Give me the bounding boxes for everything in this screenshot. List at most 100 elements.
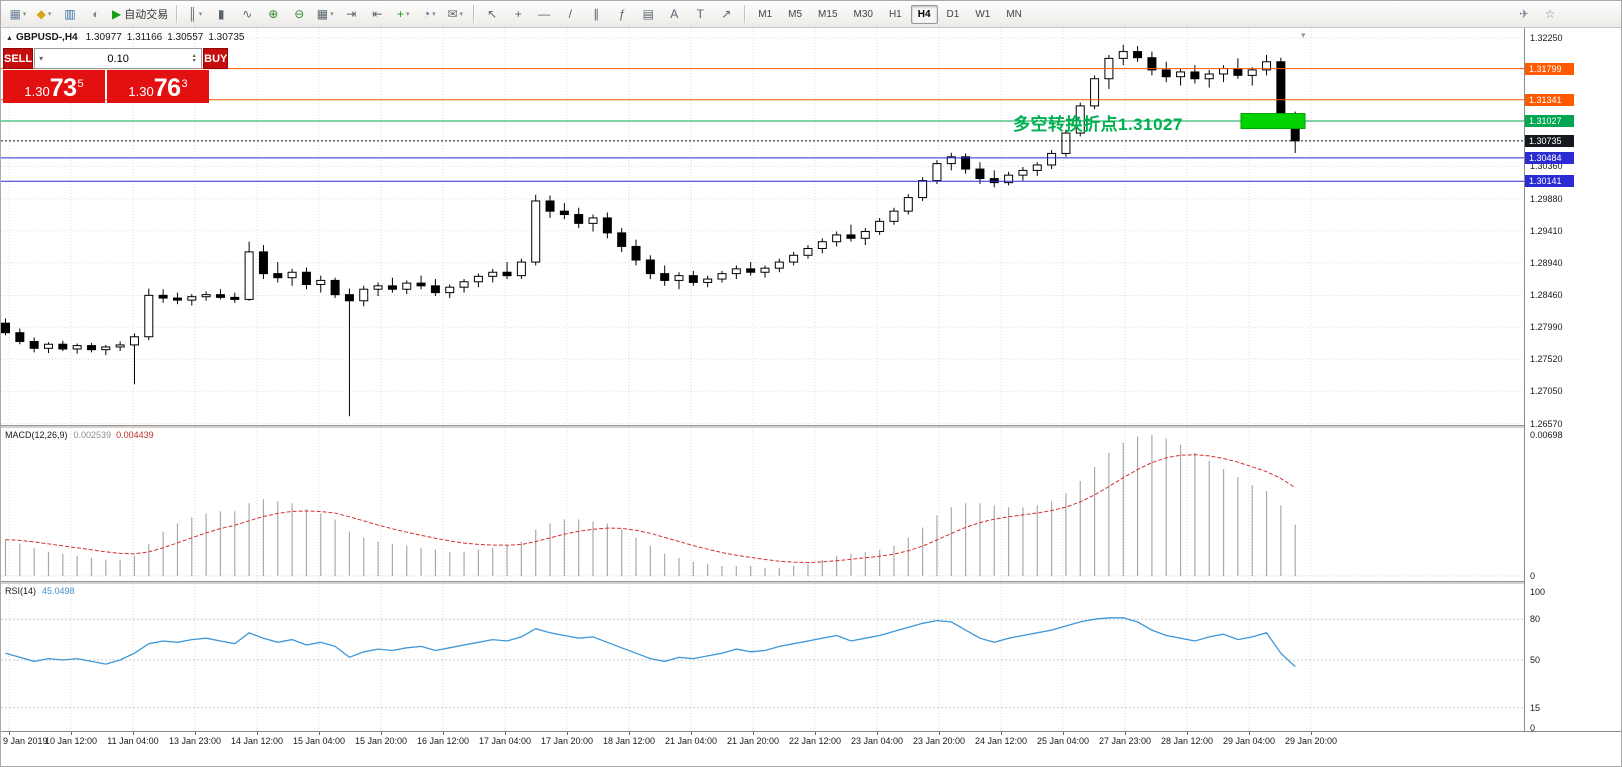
level-lines[interactable] (1, 68, 1524, 182)
buy-price-button[interactable]: 1.30 76 3 (107, 70, 209, 103)
text-icon: A (670, 7, 679, 21)
label-icon: T (696, 7, 704, 21)
channel-icon: ∥ (593, 7, 600, 21)
main-toolbar: ▦ ▾ ◆ ▾ ▥ ◐ ▶ 自动交易 ║ ▾ ▮ ∿ ⊕ ⊖ ▦ ▾ ⇥ ⇤ + ▾ ◔ ▾ ✉ ▾ ↖ + — / ∥ ƒ ▤ A T ↗ M1 M… (1, 1, 1621, 28)
volume-up-icon[interactable]: ▴ (192, 52, 196, 59)
volume-preset-icon[interactable]: ▾ (39, 54, 44, 63)
macd-main-value: 0.002539 (73, 430, 112, 440)
timeframe-d1-button[interactable]: D1 (946, 8, 960, 20)
toolbar-right-group: ✈ ☆ (1511, 4, 1563, 25)
time-axis-label: 24 Jan 12:00 (974, 736, 1028, 746)
send-button[interactable]: ✈ (1511, 4, 1537, 25)
highlight-rect[interactable] (1240, 113, 1306, 130)
time-axis-label: 15 Jan 20:00 (354, 736, 408, 746)
chart-dropdown-icon[interactable]: ▾ (1301, 30, 1306, 40)
rsi-axis-label: 80 (1530, 614, 1541, 625)
community-button[interactable]: ☆ (1537, 4, 1563, 25)
time-tick (505, 732, 506, 735)
market-watch-icon: ▥ (64, 7, 76, 21)
dropdown-caret-icon: ▾ (198, 11, 203, 18)
send-icon: ✈ (1518, 7, 1530, 21)
bar-chart-button[interactable]: ║ ▾ (182, 4, 208, 25)
navigator-button[interactable]: ◐ (83, 4, 109, 25)
new-chart-button[interactable]: ▦ ▾ (5, 4, 31, 25)
sell-price-button[interactable]: 1.30 73 5 (3, 70, 105, 103)
time-tick (939, 732, 940, 735)
time-tick (753, 732, 754, 735)
time-axis-label: 13 Jan 23:00 (168, 736, 222, 746)
time-tick (9, 732, 10, 735)
time-axis-label: 17 Jan 04:00 (478, 736, 532, 746)
periods-button[interactable]: ◔ ▾ (416, 4, 442, 25)
buy-button[interactable]: BUY (203, 48, 229, 69)
rsi-axis-label: 100 (1530, 587, 1546, 597)
time-axis-label: 21 Jan 04:00 (664, 736, 718, 746)
arrows-button[interactable]: ↗ (713, 4, 739, 25)
price-axis-label: 1.32250 (1530, 33, 1563, 43)
timeframe-m5-button[interactable]: M5 (788, 8, 803, 20)
time-tick (71, 732, 72, 735)
zoom-in-button[interactable]: ⊕ (260, 4, 286, 25)
macd-histogram (4, 435, 1296, 576)
horizontal-line-button[interactable]: — (531, 4, 557, 25)
dropdown-caret-icon: ▾ (459, 11, 464, 18)
timeframe-h1-button[interactable]: H1 (888, 8, 902, 20)
cursor-button[interactable]: ↖ (479, 4, 505, 25)
bar-chart-icon: ║ (188, 7, 197, 21)
time-tick (1001, 732, 1002, 735)
timeframe-mn-button[interactable]: MN (1006, 8, 1022, 20)
templates-button[interactable]: ✉ ▾ (442, 4, 468, 25)
ohlc-low: 1.30557 (167, 32, 204, 43)
chart-canvas[interactable] (1, 28, 1524, 731)
crosshair-button[interactable]: + (505, 4, 531, 25)
dropdown-caret-icon: ▾ (432, 11, 436, 18)
autotrading-button[interactable]: ▶ 自动交易 (109, 4, 171, 25)
rsi-axis-label: 50 (1530, 655, 1541, 665)
timeframe-m15-button[interactable]: M15 (818, 8, 838, 20)
chart-shift-button[interactable]: ⇤ (364, 4, 390, 25)
indicators-button[interactable]: + ▾ (390, 4, 416, 25)
fibonacci-button[interactable]: ƒ (609, 4, 635, 25)
time-tick (1311, 732, 1312, 735)
tile-windows-button[interactable]: ▦ ▾ (312, 4, 338, 25)
profiles-button[interactable]: ◆ ▾ (31, 4, 57, 25)
price-tag-1.31341: 1.31341 (1525, 93, 1574, 106)
time-tick (381, 732, 382, 735)
label-button[interactable]: T (687, 4, 713, 25)
channel-button[interactable]: ∥ (583, 4, 609, 25)
timeframe-w1-button[interactable]: W1 (975, 8, 991, 20)
price-axis-label: 1.27520 (1530, 354, 1563, 365)
volume-input[interactable] (47, 52, 190, 65)
grid-button[interactable]: ▤ (635, 4, 661, 25)
chart-grid (1, 28, 1524, 730)
pivot-annotation-text[interactable]: 多空转换折点1.31027 (1013, 115, 1183, 134)
sell-button[interactable]: SELL (3, 48, 34, 69)
time-tick (195, 732, 196, 735)
candlestick-button[interactable]: ▮ (208, 4, 234, 25)
sell-price-pip: 5 (77, 78, 84, 90)
price-tag-1.31027: 1.31027 (1525, 115, 1574, 128)
market-watch-button[interactable]: ▥ (57, 4, 83, 25)
buy-price-prefix: 1.30 (128, 84, 154, 99)
symbol-title: GBPUSD-,H4 (15, 32, 78, 43)
candlestick-icon: ▮ (217, 7, 225, 21)
panel-separator-rsi[interactable] (1, 581, 1621, 584)
zoom-out-button[interactable]: ⊖ (286, 4, 312, 25)
auto-scroll-button[interactable]: ⇥ (338, 4, 364, 25)
volume-down-icon[interactable]: ▾ (192, 57, 196, 64)
symbol-ohlc-header: ▲ GBPUSD-,H4 1.30977 1.31166 1.30557 1.30735 (6, 32, 250, 43)
panel-separator-macd[interactable] (1, 425, 1621, 428)
time-axis-label: 11 Jan 04:00 (107, 736, 159, 746)
time-tick (1249, 732, 1250, 735)
time-axis-label: 16 Jan 12:00 (416, 736, 470, 746)
dropdown-caret-icon: ▾ (47, 11, 52, 18)
trendline-button[interactable]: / (557, 4, 583, 25)
text-button[interactable]: A (661, 4, 687, 25)
price-axis-label: 1.27050 (1530, 386, 1563, 397)
timeframe-h4-button[interactable]: H4 (910, 4, 938, 24)
horizontal-line-icon: — (538, 7, 551, 21)
line-chart-button[interactable]: ∿ (234, 4, 260, 25)
timeframe-m30-button[interactable]: M30 (853, 8, 873, 20)
time-axis-label: 15 Jan 04:00 (292, 736, 346, 746)
timeframe-m1-button[interactable]: M1 (758, 8, 773, 20)
